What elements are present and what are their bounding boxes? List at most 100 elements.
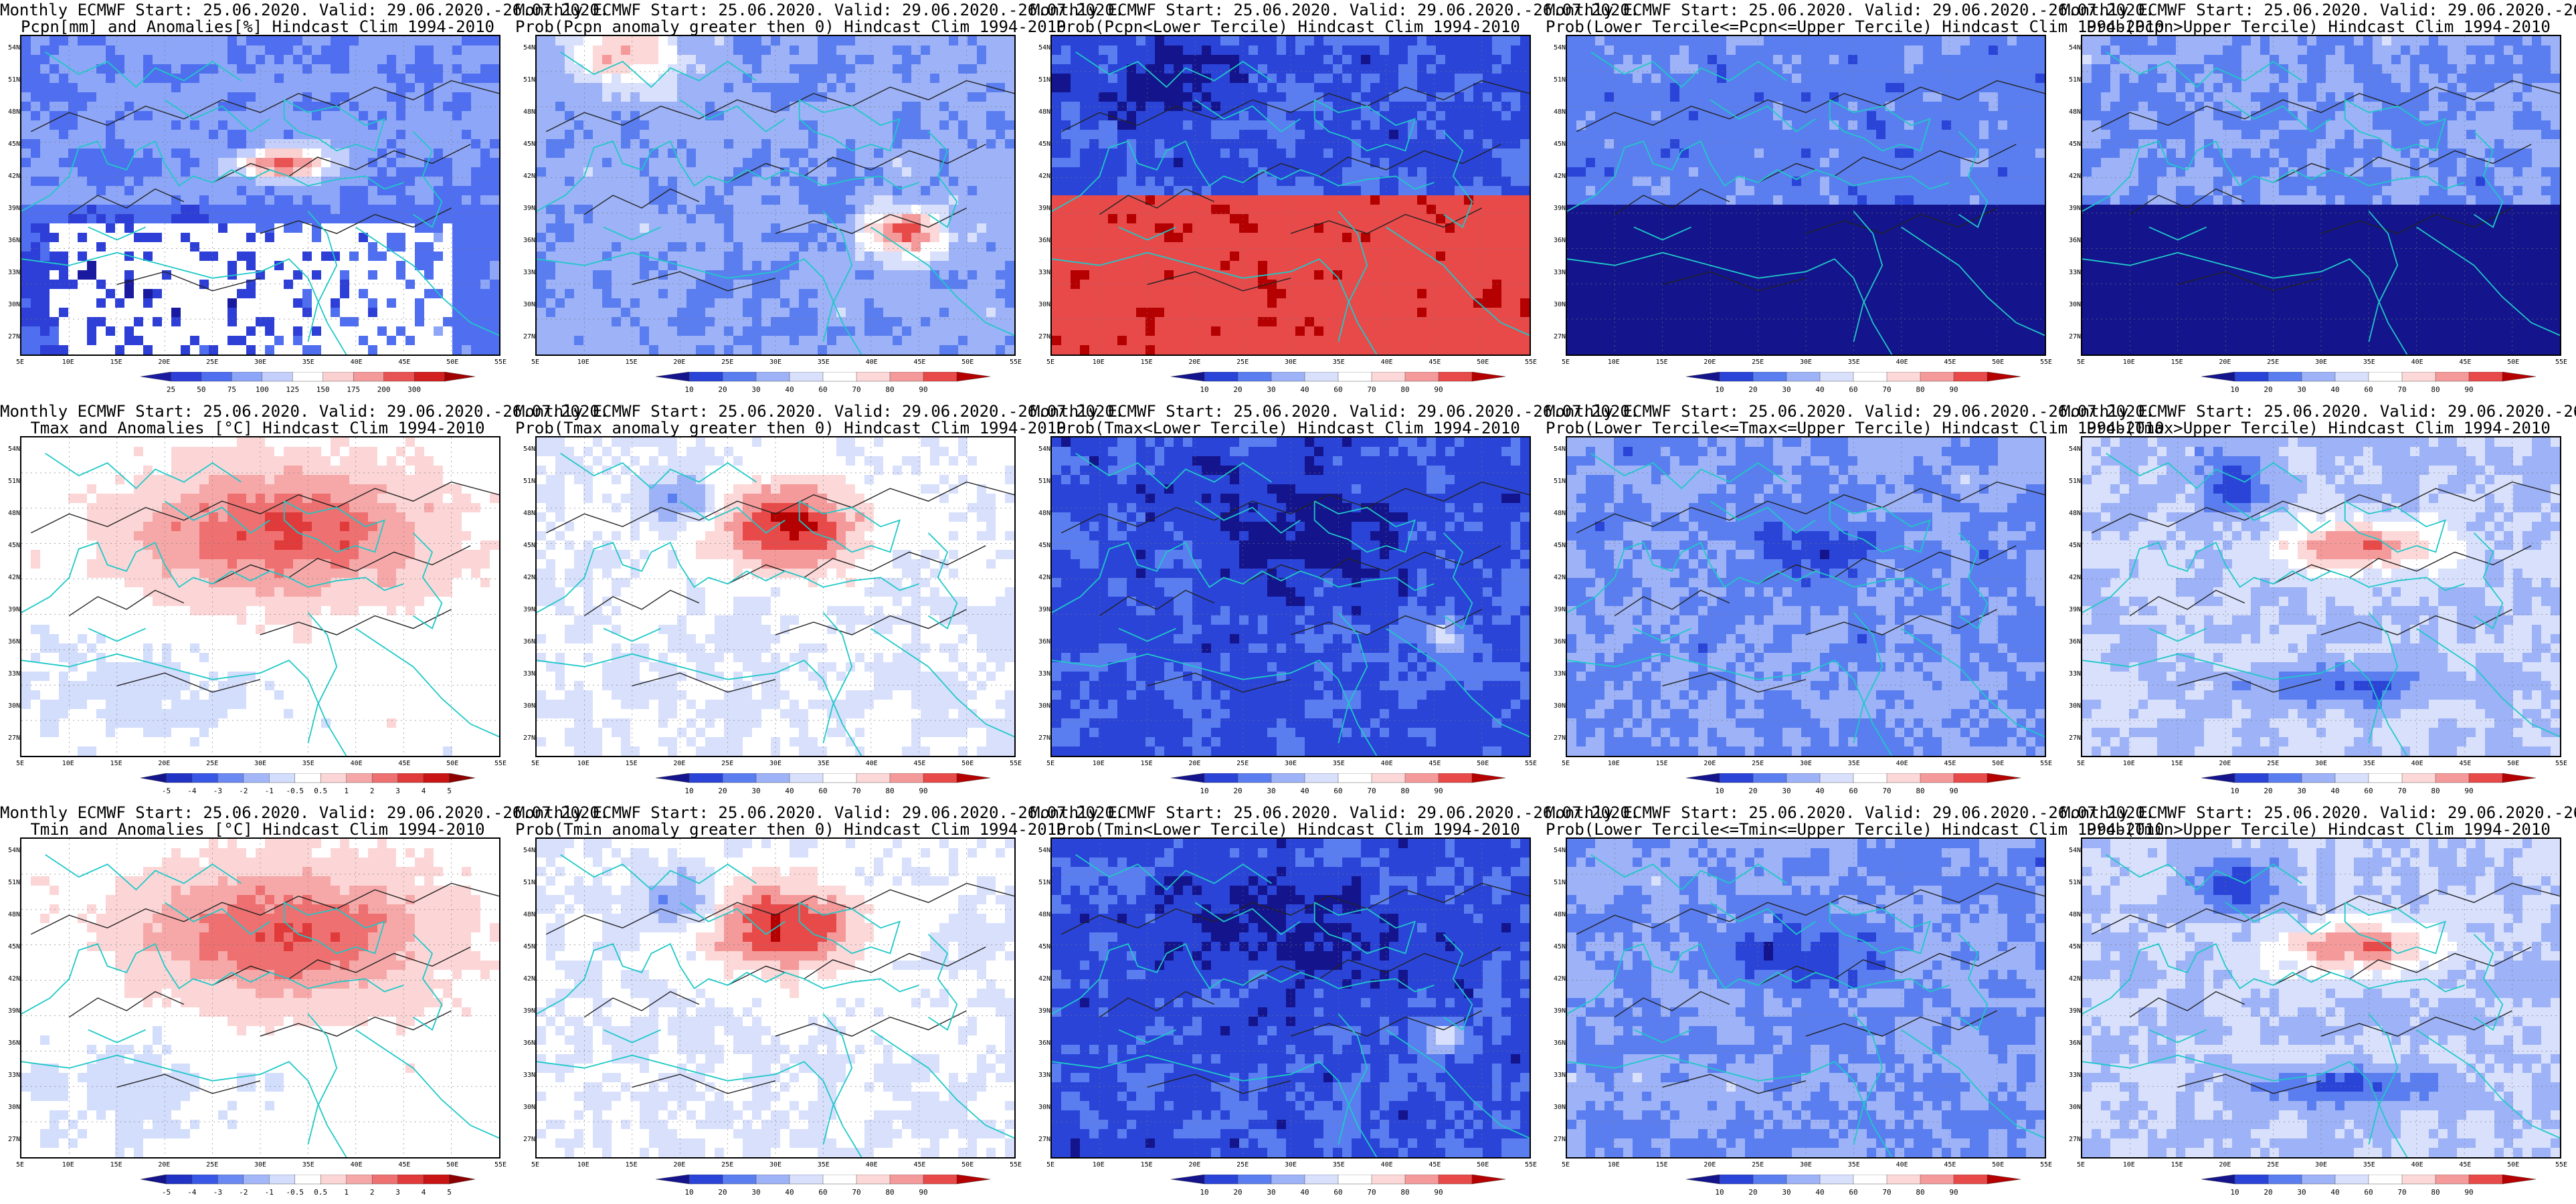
longitude-label: 55E [494,760,507,767]
colorbar-swatch [1404,372,1439,382]
longitude-label: 10E [577,760,589,767]
colorbar-swatch [1685,1175,1720,1185]
latitude-label: 45N [517,943,535,950]
colorbar: 10 20 30 40 60 70 80 90 [649,773,997,801]
colorbar-tick-label: 60 [1849,1188,1857,1197]
latitude-label: 30N [517,301,535,308]
latitude-label: 36N [1547,237,1566,244]
longitude-label: 40E [2411,359,2423,366]
colorbar-tick-label: 90 [2464,385,2473,394]
longitude-label: 45E [1429,1161,1441,1169]
colorbar-tick-label: -3 [213,787,222,795]
longitude-label: 20E [1704,359,1716,366]
longitude-label: 25E [721,359,733,366]
latitude-label: 54N [517,847,535,854]
colorbar-swatch [1953,773,1988,783]
panel-title-line1: Monthly ECMWF Start: 25.06.2020. Valid: … [515,1,1124,19]
colorbar-tick-label: 10 [1200,385,1208,394]
longitude-label: 5E [2077,1161,2085,1169]
longitude-label: 50E [446,359,458,366]
latitude-label: 54N [517,44,535,52]
map-area [1566,436,2046,757]
map-area [535,436,1016,757]
latitude-label: 45N [517,140,535,148]
colorbar-tick-label: 90 [919,787,927,795]
longitude-label: 35E [1848,760,1860,767]
latitude-label: 36N [1547,638,1566,645]
panel-title-line1: Monthly ECMWF Start: 25.06.2020. Valid: … [0,1,609,19]
colorbar-tick-label: 3 [395,1188,400,1197]
latitude-label: 39N [2062,205,2081,212]
colorbar: 25 50 75 100 125 150 175 200 300 [134,372,482,400]
colorbar-swatch [2334,1175,2369,1185]
latitude-label: 30N [2062,301,2081,308]
longitude-label: 40E [2411,1161,2423,1169]
colorbar-tick-label: 70 [852,787,860,795]
colorbar-swatch [1886,1175,1921,1185]
latitude-label: 48N [2062,510,2081,517]
latitude-label: 51N [1547,478,1566,485]
longitude-label: 25E [1752,760,1764,767]
latitude-label: 33N [517,1072,535,1079]
colorbar-swatch [1170,773,1205,783]
longitude-label: 30E [2315,1161,2327,1169]
longitude-label: 5E [1046,760,1054,767]
longitude-label: 25E [2267,760,2279,767]
colorbar-swatch [2435,372,2470,382]
panel-pcpn-prob-lower-tercile: Monthly ECMWF Start: 25.06.2020. Valid: … [1030,0,1639,401]
latitude-label: 36N [2062,638,2081,645]
colorbar-swatch [449,773,476,783]
longitude-label: 10E [1608,760,1620,767]
longitude-label: 10E [1093,359,1105,366]
colorbar-tick-label: 70 [1882,787,1891,795]
panel-title-line1: Monthly ECMWF Start: 25.06.2020. Valid: … [2061,804,2576,821]
longitude-label: 50E [961,760,974,767]
longitude-label: 25E [206,359,218,366]
colorbar-swatch [423,1175,450,1185]
latitude-label: 33N [1547,1072,1566,1079]
colorbar: 10 20 30 40 60 70 80 90 [1679,372,2027,400]
latitude-label: 39N [1,1007,20,1015]
latitude-label: 33N [2062,1072,2081,1079]
colorbar-tick-label: 80 [2431,1188,2440,1197]
panel-title-line1: Monthly ECMWF Start: 25.06.2020. Valid: … [1546,403,2154,420]
latitude-label: 30N [1,1104,20,1111]
colorbar-tick-label: 90 [1434,385,1443,394]
colorbar-swatch [423,773,450,783]
colorbar-tick-label: -2 [239,787,248,795]
longitude-label: 55E [2555,760,2567,767]
colorbar-swatch [923,372,957,382]
longitude-label: 20E [158,1161,170,1169]
longitude-label: 40E [1381,1161,1393,1169]
colorbar-tick-label: 2 [370,787,375,795]
colorbar-tick-label: -0.5 [286,1188,304,1197]
colorbar-swatch [1786,372,1821,382]
colorbar: 10 20 30 40 60 70 80 90 [2195,773,2543,801]
colorbar-swatch [2468,773,2503,783]
latitude-label: 39N [1032,606,1050,613]
latitude-label: 36N [2062,237,2081,244]
latitude-label: 27N [1032,333,1050,340]
colorbar: 10 20 30 40 60 70 80 90 [2195,1175,2543,1203]
colorbar-tick-label: 0.5 [314,1188,327,1197]
colorbar-swatch [1786,1175,1821,1185]
latitude-label: 39N [517,1007,535,1015]
panel-title-line1: Monthly ECMWF Start: 25.06.2020. Valid: … [515,403,1124,420]
latitude-label: 39N [1,205,20,212]
longitude-label: 40E [1381,760,1393,767]
colorbar-swatch [2468,372,2503,382]
latitude-label: 39N [517,205,535,212]
latitude-label: 33N [1032,670,1050,678]
colorbar-tick-label: 80 [2431,385,2440,394]
longitude-label: 20E [673,760,685,767]
latitude-label: 45N [517,542,535,549]
longitude-label: 50E [961,359,974,366]
longitude-label: 35E [302,1161,314,1169]
colorbar-swatch [371,1175,399,1185]
latitude-label: 30N [517,1104,535,1111]
longitude-label: 55E [2040,359,2052,366]
longitude-label: 20E [1704,1161,1716,1169]
longitude-label: 30E [1285,1161,1297,1169]
latitude-label: 54N [1,44,20,52]
colorbar-tick-label: 300 [407,385,421,394]
